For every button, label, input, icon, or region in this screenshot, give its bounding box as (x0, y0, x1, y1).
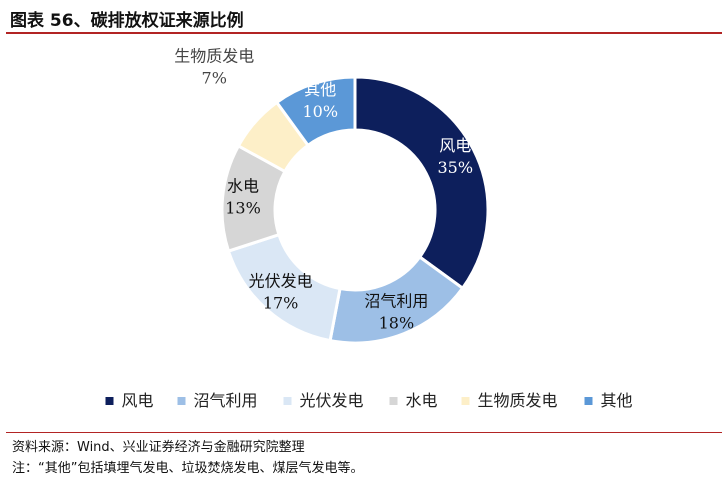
slice-0 (353, 75, 490, 291)
slice-percent-4: 7% (202, 69, 227, 88)
chart-title: 图表 56、碳排放权证来源比例 (10, 11, 244, 31)
slice-percent-1: 18% (379, 314, 415, 333)
slice-name-4: 生物质发电 (174, 47, 254, 66)
footer-divider (6, 432, 722, 433)
legend-label-0: 风电 (122, 391, 154, 410)
slice-percent-2: 17% (263, 293, 299, 312)
labels-group: 风电 35% 沼气利用 18% 光伏发电 17% 水电 13% 生物质发电 7% 其他 10% (174, 47, 473, 333)
legend-item-3: 水电 (389, 391, 438, 410)
legend-swatch-2 (283, 397, 292, 405)
legend-item-5: 其他 (584, 391, 633, 410)
legend-item-4: 生物质发电 (461, 391, 558, 410)
legend-swatch-1 (177, 397, 186, 405)
slice-name-0: 风电 (439, 136, 471, 155)
slice-label-2: 光伏发电 17% (249, 271, 313, 312)
slices-group (220, 75, 490, 345)
legend-label-3: 水电 (406, 391, 438, 410)
legend: 风电 沼气利用 光伏发电 水电 生物质发电 其他 (105, 391, 633, 410)
footnote: 注：“其他”包括填埋气发电、垃圾焚烧发电、煤层气发电等。 (12, 461, 364, 476)
slice-label-0: 风电 35% (437, 136, 473, 177)
legend-item-2: 光伏发电 (283, 391, 364, 410)
legend-swatch-0 (105, 397, 114, 405)
slice-label-3: 水电 13% (225, 176, 261, 217)
legend-item-0: 风电 (105, 391, 154, 410)
slice-name-1: 沼气利用 (364, 292, 428, 311)
slice-name-3: 水电 (227, 176, 259, 195)
slice-5 (274, 75, 357, 148)
legend-item-1: 沼气利用 (177, 391, 258, 410)
slice-name-5: 其他 (304, 80, 336, 99)
slice-percent-0: 35% (437, 158, 473, 177)
source-note: 资料来源：Wind、兴业证券经济与金融研究院整理 (12, 440, 305, 455)
legend-label-1: 沼气利用 (194, 391, 258, 410)
slice-percent-5: 10% (302, 102, 338, 121)
legend-swatch-5 (584, 397, 593, 405)
title-bar: 图表 56、碳排放权证来源比例 (0, 0, 728, 34)
slice-percent-3: 13% (225, 198, 261, 217)
slice-name-2: 光伏发电 (249, 271, 313, 290)
slice-label-5: 其他 10% (302, 80, 338, 121)
slice-label-4: 生物质发电 7% (174, 47, 254, 88)
donut-chart: 风电35%沼气利用18%光伏发电17%水电13%生物质发电7%其他10% 风电沼… (105, 47, 633, 410)
legend-label-4: 生物质发电 (478, 391, 558, 410)
legend-swatch-4 (461, 397, 470, 405)
legend-label-2: 光伏发电 (300, 391, 364, 410)
legend-label-5: 其他 (601, 391, 633, 410)
slice-label-1: 沼气利用 18% (364, 292, 428, 333)
footer: 资料来源：Wind、兴业证券经济与金融研究院整理 注：“其他”包括填埋气发电、垃… (12, 437, 363, 479)
legend-swatch-3 (389, 397, 398, 405)
title-divider (6, 32, 722, 34)
